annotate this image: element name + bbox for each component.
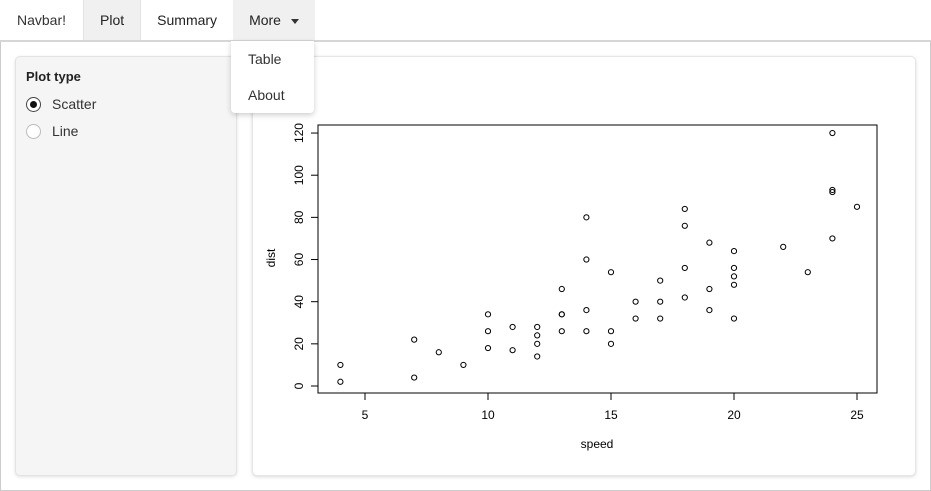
data-point [583,256,590,263]
data-point [829,235,836,242]
data-point [607,340,615,347]
data-point [509,347,516,354]
data-point [558,285,565,293]
data-point [337,361,344,369]
data-point [411,374,418,381]
radio-scatter-label: Scatter [52,96,97,112]
more-dropdown-menu: Table About [231,41,314,113]
data-point [534,323,541,331]
tab-more-dropdown[interactable]: More [233,0,315,40]
y-axis-label: dist [264,248,278,267]
plot-box [317,124,878,394]
tab-summary[interactable]: Summary [157,12,218,28]
data-point [706,239,713,246]
sidebar-panel: Plot type Scatter Line [15,56,237,476]
x-tick-label: 5 [362,408,369,422]
plot-type-label: Plot type [26,69,81,84]
navbar-brand[interactable]: Navbar! [17,12,67,28]
y-tick-label: 0 [292,382,306,389]
data-point [411,336,418,343]
data-point [853,203,861,210]
data-point [509,323,516,331]
data-point [583,214,590,221]
data-point [681,222,688,229]
data-point [484,344,492,352]
y-tick-label: 100 [292,165,306,185]
tab-more-label: More [249,12,281,28]
data-point [780,243,787,250]
data-point [534,340,541,347]
data-point [558,328,565,335]
x-tick-label: 20 [727,408,741,422]
data-point [681,264,688,272]
menu-item-about[interactable]: About [248,87,285,103]
x-tick-label: 15 [604,408,618,422]
data-point [534,332,541,339]
data-point [681,294,688,301]
data-point [730,273,738,280]
data-point [829,188,836,196]
data-point [730,315,738,322]
y-tick-label: 20 [292,337,306,351]
tab-plot[interactable]: Plot [83,0,142,40]
data-point [534,353,541,360]
navbar: Navbar! Plot Summary More [0,0,931,42]
data-point [632,298,639,305]
radio-line-label: Line [52,123,79,139]
y-tick-label: 60 [292,253,306,267]
y-tick-label: 40 [292,295,306,309]
data-point [706,285,713,293]
data-point [829,186,836,194]
data-point [730,264,738,272]
data-point [484,328,492,335]
data-point [730,247,738,255]
caret-down-icon [290,18,299,24]
data-point [337,378,344,385]
radio-checked-icon [26,96,41,112]
radio-line[interactable]: Line [26,123,78,139]
main-panel: 5 10 15 20 25 0 20 40 60 80 100 120 speed dist [252,56,916,476]
y-tick-label: 120 [292,123,306,143]
x-axis-label: speed [581,437,614,451]
data-point [829,129,836,137]
data-point [657,277,664,284]
data-point [484,311,492,318]
scatter-plot: 5 10 15 20 25 0 20 40 60 80 100 120 speed dist [264,123,878,451]
radio-unchecked-icon [26,123,41,139]
data-point [804,269,811,276]
data-point [657,315,664,322]
data-point [607,328,615,335]
radio-scatter[interactable]: Scatter [26,96,96,112]
data-point [460,361,467,369]
menu-item-table[interactable]: Table [248,51,282,67]
data-point [607,269,615,276]
data-point [706,307,713,314]
data-point [583,328,590,335]
data-point [681,205,688,213]
y-tick-label: 80 [292,210,306,224]
data-point [632,315,639,322]
x-tick-label: 10 [481,408,495,422]
data-point [558,311,565,318]
data-point [730,281,738,288]
data-point [435,349,442,356]
data-point [583,307,590,314]
data-point [657,298,664,305]
x-tick-label: 25 [850,408,864,422]
